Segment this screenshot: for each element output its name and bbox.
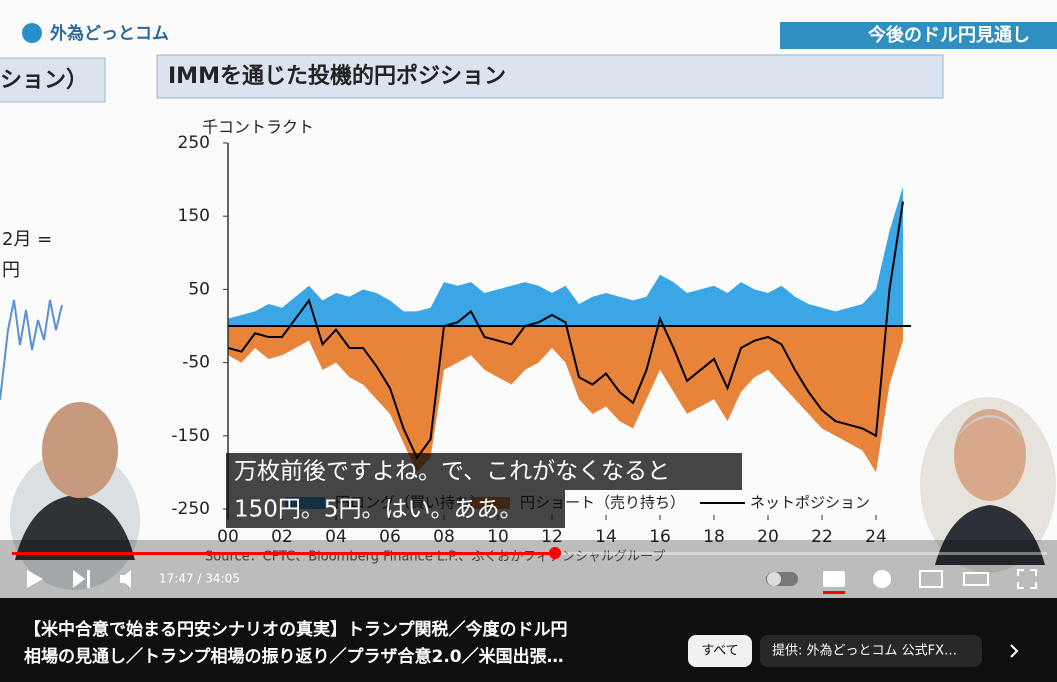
y-tick-label: 250	[178, 133, 210, 153]
chip-label: 提供: 外為どっとコム 公式FX…	[772, 643, 957, 659]
speaker-left-head	[42, 402, 118, 498]
slide-title-box	[156, 54, 944, 99]
area	[228, 186, 903, 326]
x-tick-label: 24	[865, 527, 887, 547]
y-tick-label: -150	[171, 426, 210, 446]
progress-thumb[interactable]	[549, 547, 561, 559]
chip-label: すべて	[701, 644, 739, 659]
x-tick-label: 06	[379, 527, 401, 547]
x-tick-label: 20	[757, 527, 779, 547]
y-tick-label: 150	[178, 206, 210, 226]
time-display: 17:47 / 34:05	[159, 572, 240, 586]
caption: 万枚前後ですよね。で、これがなくなると	[234, 459, 670, 485]
caption: 150円。5円。はい。ああ。	[234, 497, 523, 523]
x-tick-label: 12	[541, 527, 563, 547]
left-panel-line: 円	[2, 260, 20, 281]
legend-label: ネットポジション	[750, 494, 870, 512]
caption-box	[226, 453, 742, 490]
video-title: 【米中合意で始まる円安シナリオの真実】トランプ関税／今度のドル円	[24, 619, 568, 640]
video-title: 相場の見通し／トランプ相場の振り返り／プラザ合意2.0／米国出張…	[24, 646, 564, 667]
chips-next[interactable]	[1010, 644, 1019, 658]
left-panel-title-box	[0, 57, 106, 103]
caption-box	[226, 490, 565, 528]
x-tick-label: 22	[811, 527, 833, 547]
x-tick-label: 14	[595, 527, 617, 547]
settings-button[interactable]	[873, 570, 891, 588]
left-panel-line: 2月 =	[2, 229, 52, 250]
speaker-left-body	[15, 495, 135, 560]
x-tick-label: 04	[325, 527, 347, 547]
left-panel-title: ション）	[0, 68, 88, 93]
fullscreen-button[interactable]	[1017, 569, 1037, 589]
net-line	[227, 201, 904, 460]
area	[228, 326, 903, 473]
play-button[interactable]	[27, 570, 43, 588]
speaker-right-head	[954, 409, 1026, 501]
x-tick-label: 00	[217, 527, 239, 547]
miniplayer-button[interactable]	[919, 570, 943, 588]
chip-sponsor[interactable]	[760, 635, 982, 667]
progress-played[interactable]	[12, 552, 555, 555]
section-banner	[780, 22, 1057, 49]
speaker-right-hair	[955, 415, 1025, 440]
x-tick-label: 16	[649, 527, 671, 547]
y-tick-label: 50	[188, 279, 210, 299]
subtitles-indicator	[823, 591, 845, 594]
x-tick-label: 08	[433, 527, 455, 547]
x-tick-label: 10	[487, 527, 509, 547]
y-tick-label: -250	[171, 499, 210, 519]
speaker-right-body	[935, 505, 1045, 565]
x-tick-label: 18	[703, 527, 725, 547]
logo-icon	[22, 23, 42, 43]
y-axis-label: 千コントラクト	[202, 118, 314, 137]
left-panel-line-chart	[0, 299, 63, 401]
theater-button[interactable]	[963, 572, 989, 586]
x-tick-label: 02	[271, 527, 293, 547]
y-tick-label: -50	[182, 353, 210, 373]
section-title: 今後のドル円見通し	[868, 24, 1030, 46]
chip-all[interactable]	[688, 635, 752, 667]
subtitles-button[interactable]	[823, 571, 845, 587]
volume-button[interactable]	[120, 570, 131, 588]
slide-title: IMMを通じた投機的円ポジション	[168, 63, 506, 89]
controls-gradient	[0, 540, 1057, 598]
logo: 外為どっとコム	[50, 23, 169, 44]
next-button[interactable]	[73, 570, 90, 588]
autoplay-knob	[767, 572, 781, 586]
